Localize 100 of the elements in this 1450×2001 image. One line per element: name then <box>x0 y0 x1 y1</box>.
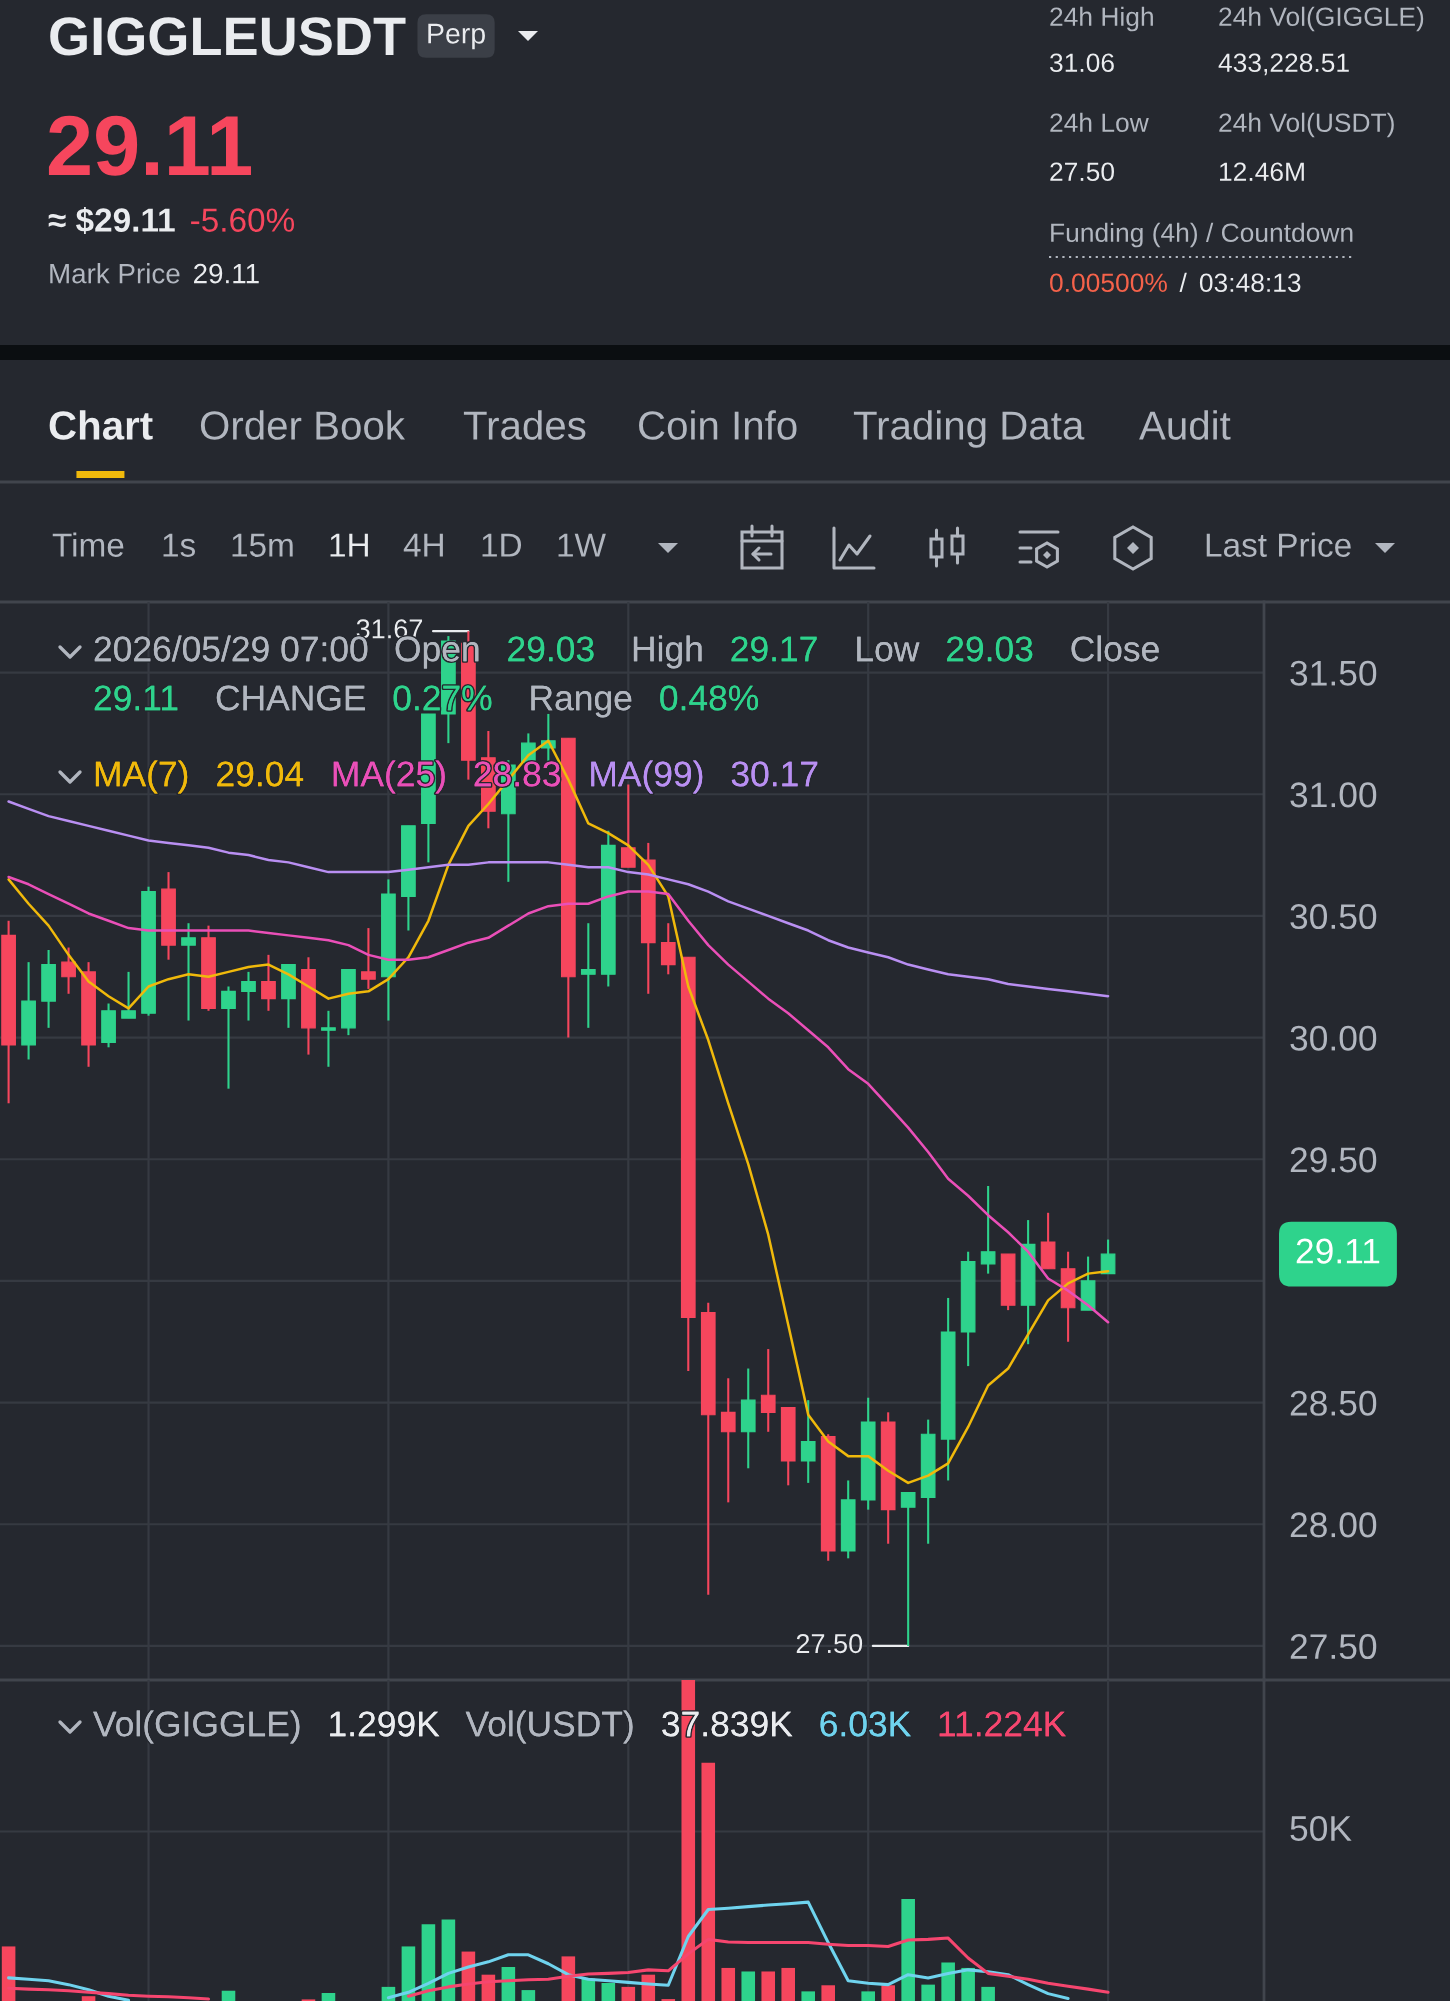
text: 15m <box>232 533 293 557</box>
text: 27.50 <box>1050 162 1114 182</box>
y-tick-label: 27.50 <box>1290 1634 1377 1660</box>
line-series <box>7 800 1110 998</box>
text: 1W <box>558 533 606 557</box>
candlestick <box>720 1377 736 1504</box>
annotation: CHANGE <box>216 685 365 711</box>
annotation: 29.03 <box>508 636 594 662</box>
y-tick-label: 28.50 <box>1290 1390 1377 1416</box>
text: GIGGLEUSDT <box>50 17 406 56</box>
text: 29.11 <box>1296 1238 1380 1264</box>
y-tick-label: 31.00 <box>1290 782 1377 808</box>
bar <box>921 1984 935 2001</box>
bar <box>521 1990 536 2001</box>
bar <box>81 1996 96 2001</box>
bar <box>961 1967 975 2001</box>
candlestick <box>660 922 676 976</box>
annotation: Vol(GIGGLE) <box>93 1710 300 1744</box>
text: 24h High <box>1050 6 1153 32</box>
y-tick-label: 30.50 <box>1290 904 1377 930</box>
candlestick <box>361 927 376 990</box>
candlestick <box>121 970 136 1020</box>
text: Funding (4h) / Countdown <box>1051 222 1353 248</box>
bar <box>881 1985 895 2001</box>
text: 29.11 <box>48 115 251 176</box>
text: / <box>1179 272 1187 293</box>
annotation: 29.17 <box>731 636 817 662</box>
bar <box>801 1991 816 2001</box>
text: 24h Low <box>1050 112 1149 133</box>
text: ≈ $29.11 <box>48 206 175 235</box>
candlestick <box>900 1491 916 1647</box>
text: MA(99) <box>591 760 703 794</box>
annotation: 29.11 <box>94 685 178 711</box>
text: 24h Vol(USDT) <box>1219 112 1394 138</box>
bar <box>701 1762 716 2001</box>
candlestick <box>980 1184 996 1275</box>
text: Last Price <box>1206 532 1351 557</box>
text: 29.11 <box>194 263 259 284</box>
candlestick <box>261 953 276 1012</box>
bar <box>901 1898 915 2001</box>
text: 12.46M <box>1220 162 1304 182</box>
annotation: Range <box>531 685 632 718</box>
candlestick <box>61 946 76 995</box>
bar <box>321 1992 336 2001</box>
bar <box>761 1971 776 2001</box>
ref-line-label: 50K <box>1290 1815 1352 1842</box>
candlestick <box>181 922 196 1022</box>
annotation: 30.17 <box>731 761 818 787</box>
annotation: Vol(USDT) <box>465 1710 633 1744</box>
y-tick-label: 30.00 <box>1290 1025 1377 1051</box>
annotation: High <box>633 635 702 669</box>
text: 24h Vol(GIGGLE) <box>1219 6 1424 32</box>
annotation: Low <box>857 636 920 662</box>
text: 1D <box>482 533 522 557</box>
line-series <box>7 875 1110 1324</box>
bar <box>721 1967 736 2001</box>
annotation: 29.03 <box>947 636 1033 662</box>
text: Trading Data <box>853 410 1085 448</box>
bar <box>861 1991 875 2001</box>
bar <box>1 1946 16 2001</box>
annotation: Close <box>1071 635 1159 662</box>
text: 4H <box>403 533 443 557</box>
candlestick <box>1100 1238 1116 1275</box>
bar <box>941 1962 955 2001</box>
bar <box>981 1986 995 2001</box>
annotation: 1.299K <box>330 1711 440 1737</box>
text: Coin Info <box>639 410 797 440</box>
bar <box>601 1983 616 2001</box>
text: Time <box>52 532 124 557</box>
text: 03:48:13 <box>1199 273 1301 293</box>
text: 433,228.51 <box>1218 53 1349 76</box>
annotation: 27.50 <box>796 1634 863 1654</box>
text: 1s <box>163 533 195 557</box>
y-tick-label: 31.50 <box>1290 660 1377 686</box>
text: Audit <box>1139 410 1231 440</box>
bar <box>621 1986 636 2001</box>
bar <box>781 1967 796 2001</box>
y-tick-label: 29.50 <box>1290 1147 1377 1173</box>
candlestick <box>321 1009 336 1068</box>
text: MA(7) <box>95 760 188 794</box>
text: -5.60% <box>191 208 295 232</box>
annotation: 0.48% <box>660 685 759 711</box>
candlestick <box>241 970 256 1022</box>
candlestick <box>760 1348 776 1433</box>
text: 0.00500% <box>1050 273 1167 293</box>
text: Mark Price <box>50 263 180 284</box>
y-tick-label: 28.00 <box>1290 1512 1377 1538</box>
bar <box>741 1971 756 2001</box>
bar <box>821 1985 835 2001</box>
text: Order Book <box>200 410 406 440</box>
text: 31.06 <box>1050 53 1114 73</box>
candlestick <box>800 1399 816 1484</box>
text: Perp <box>428 23 485 50</box>
annotation: 11.224K <box>939 1711 1066 1737</box>
text: Chart <box>49 410 153 440</box>
text: Trades <box>463 410 586 440</box>
candlestick <box>221 985 236 1090</box>
annotation: 29.04 <box>217 761 304 787</box>
candlestick <box>580 922 596 1029</box>
bar <box>221 1990 236 2001</box>
